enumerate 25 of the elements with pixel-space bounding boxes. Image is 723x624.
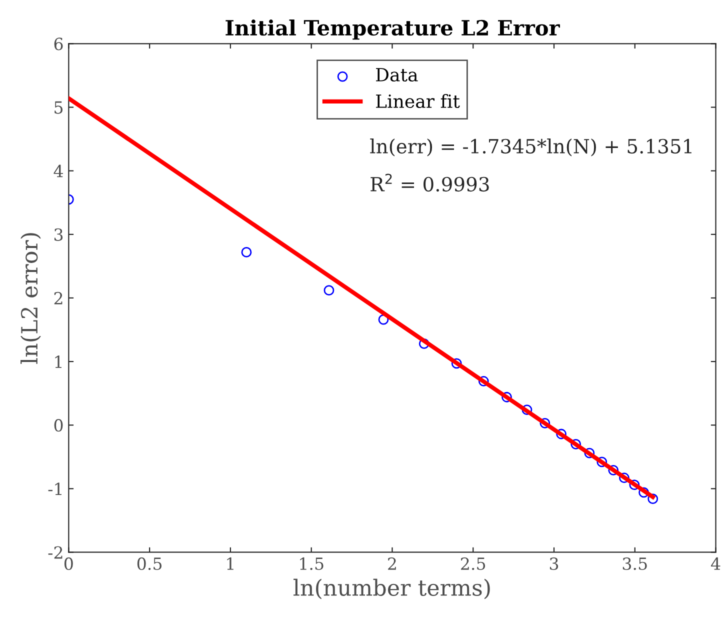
- x-tick-label: 1.5: [300, 557, 324, 570]
- chart-title: Initial Temperature L2 Error: [226, 20, 560, 40]
- x-tick-label: 3.5: [622, 557, 647, 570]
- annotation: R$^{2}$ = 0.9993: [370, 174, 489, 192]
- y-tick-label: -1: [48, 482, 62, 495]
- x-tick-label: 0: [64, 557, 73, 570]
- x-tick-label: 0.5: [137, 557, 162, 570]
- x-tick-label: 2.5: [460, 557, 486, 570]
- y-tick-label: -2: [48, 546, 62, 559]
- y-tick-label: 6: [54, 38, 63, 50]
- y-tick-label: 4: [54, 164, 63, 178]
- x-tick-label: 4: [710, 557, 720, 570]
- x-axis-title: ln(number terms): [294, 578, 490, 600]
- y-tick-label: 3: [54, 228, 63, 241]
- legend-label: Data: [376, 68, 418, 82]
- y-tick-label: 2: [54, 292, 62, 304]
- x-tick-label: 2: [388, 557, 396, 570]
- y-tick-label: 5: [54, 101, 63, 114]
- y-axis-title: ln(L2 error): [20, 233, 41, 364]
- y-tick-label: 0: [54, 419, 63, 432]
- x-tick-label: 1: [227, 557, 234, 570]
- legend-label: Linear fit: [376, 94, 460, 108]
- annotation: ln(err) = -1.7345*ln(N) + 5.1351: [370, 138, 692, 156]
- x-tick-label: 3: [550, 557, 558, 570]
- y-tick-label: 1: [55, 355, 62, 368]
